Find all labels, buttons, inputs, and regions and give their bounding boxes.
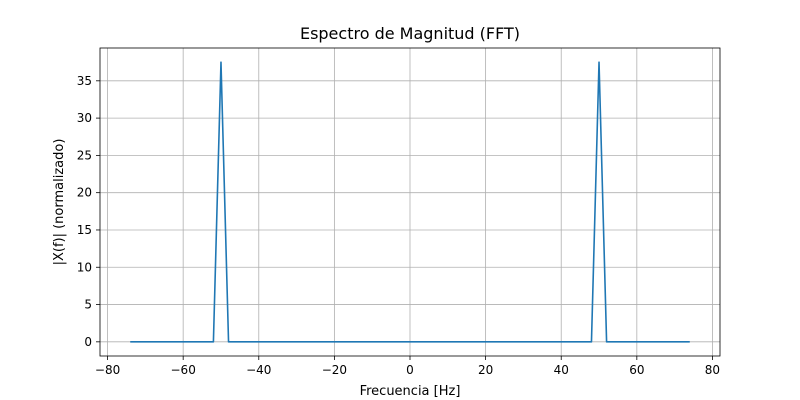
y-tick-label: 5 (84, 298, 92, 312)
x-tick-label: 60 (629, 363, 644, 377)
y-tick-label: 35 (77, 74, 92, 88)
x-axis-label: Frecuencia [Hz] (360, 384, 461, 399)
x-tick-label: −20 (322, 363, 347, 377)
y-tick-label: 15 (77, 223, 92, 237)
y-tick-label: 0 (84, 335, 92, 349)
x-tick-label: 0 (406, 363, 414, 377)
series-layer (130, 61, 690, 343)
series-line (130, 61, 690, 343)
y-tick-label: 30 (77, 111, 92, 125)
x-tick-label: 80 (705, 363, 720, 377)
x-tick-label: 40 (554, 363, 569, 377)
y-tick-label: 10 (77, 260, 92, 274)
x-tick-label: −60 (171, 363, 196, 377)
y-axis-label: |X(f)| (normalizado) (52, 139, 67, 266)
x-tick-label: −40 (246, 363, 271, 377)
y-axis: 0 5 10 15 20 25 30 35 (77, 74, 100, 349)
x-tick-label: −80 (95, 363, 120, 377)
y-tick-label: 20 (77, 186, 92, 200)
x-tick-label: 20 (478, 363, 493, 377)
x-axis: −80 −60 −40 −20 0 20 40 60 80 (95, 356, 720, 377)
chart-title: Espectro de Magnitud (FFT) (300, 24, 520, 43)
grid (100, 48, 720, 356)
y-tick-label: 25 (77, 148, 92, 162)
